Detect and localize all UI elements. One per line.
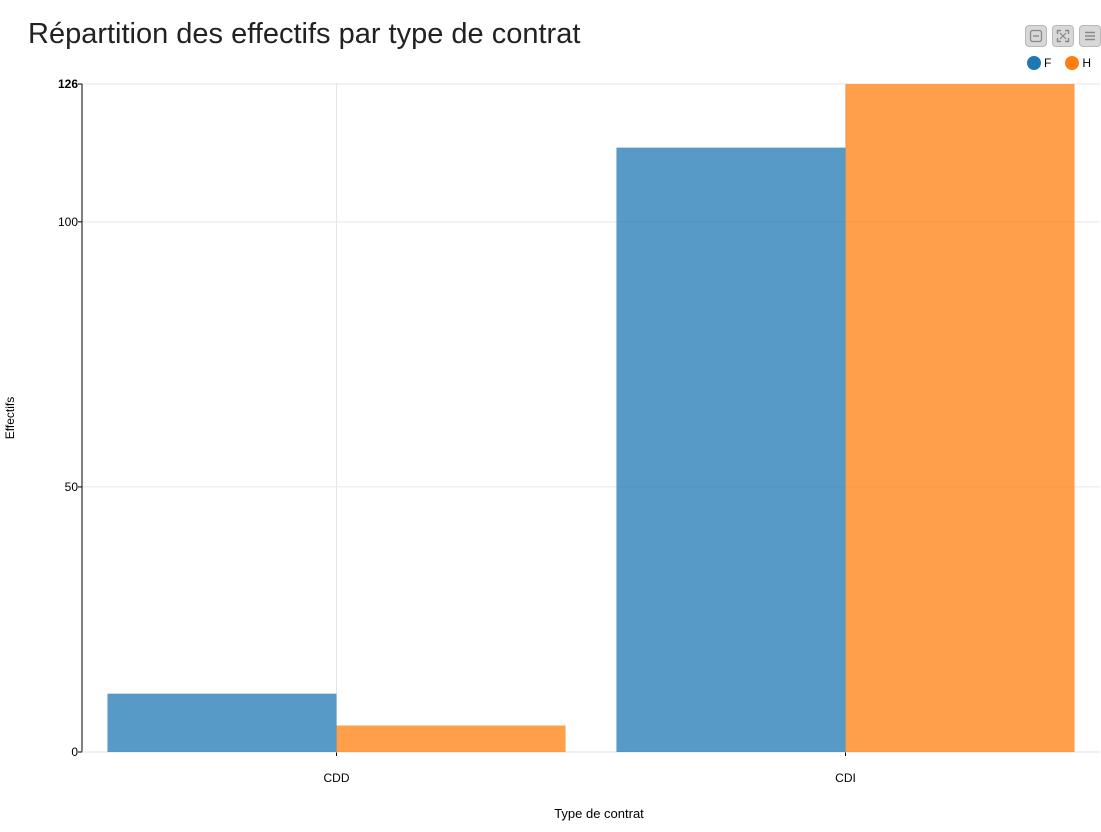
legend-item-f[interactable]: F bbox=[1026, 56, 1052, 70]
expand-icon bbox=[1056, 29, 1070, 43]
y-tick-label: 50 bbox=[65, 480, 79, 494]
bar-h-cdd bbox=[336, 725, 566, 752]
bars bbox=[107, 84, 1075, 753]
bar-f-cdi bbox=[616, 147, 846, 753]
x-axis-label: Type de contrat bbox=[554, 806, 644, 821]
hamburger-menu-icon bbox=[1085, 31, 1095, 41]
legend-swatch-f bbox=[1026, 56, 1041, 70]
legend: F H bbox=[1026, 56, 1091, 70]
collapse-button[interactable] bbox=[1025, 25, 1047, 47]
tick-labels: 0 50 100 126 CDD CDI bbox=[58, 77, 856, 785]
fullscreen-button[interactable] bbox=[1052, 25, 1074, 47]
menu-button[interactable] bbox=[1079, 25, 1101, 47]
legend-swatch-h bbox=[1065, 56, 1080, 70]
minus-box-icon bbox=[1029, 29, 1043, 43]
x-tick-label: CDD bbox=[324, 771, 350, 785]
chart-title: Répartition des effectifs par type de co… bbox=[28, 18, 581, 50]
chart-toolbar bbox=[1025, 25, 1101, 47]
legend-label-h: H bbox=[1082, 56, 1091, 70]
legend-item-h[interactable]: H bbox=[1065, 56, 1091, 70]
x-tick-label: CDI bbox=[835, 771, 856, 785]
y-tick-label: 126 bbox=[58, 77, 78, 91]
bar-f-cdd bbox=[107, 693, 337, 752]
y-tick-label: 0 bbox=[71, 745, 78, 759]
y-tick-label: 100 bbox=[58, 215, 78, 229]
y-axis-label: Effectifs bbox=[3, 396, 17, 440]
bar-h-cdi bbox=[845, 84, 1075, 752]
legend-label-f: F bbox=[1043, 56, 1052, 70]
